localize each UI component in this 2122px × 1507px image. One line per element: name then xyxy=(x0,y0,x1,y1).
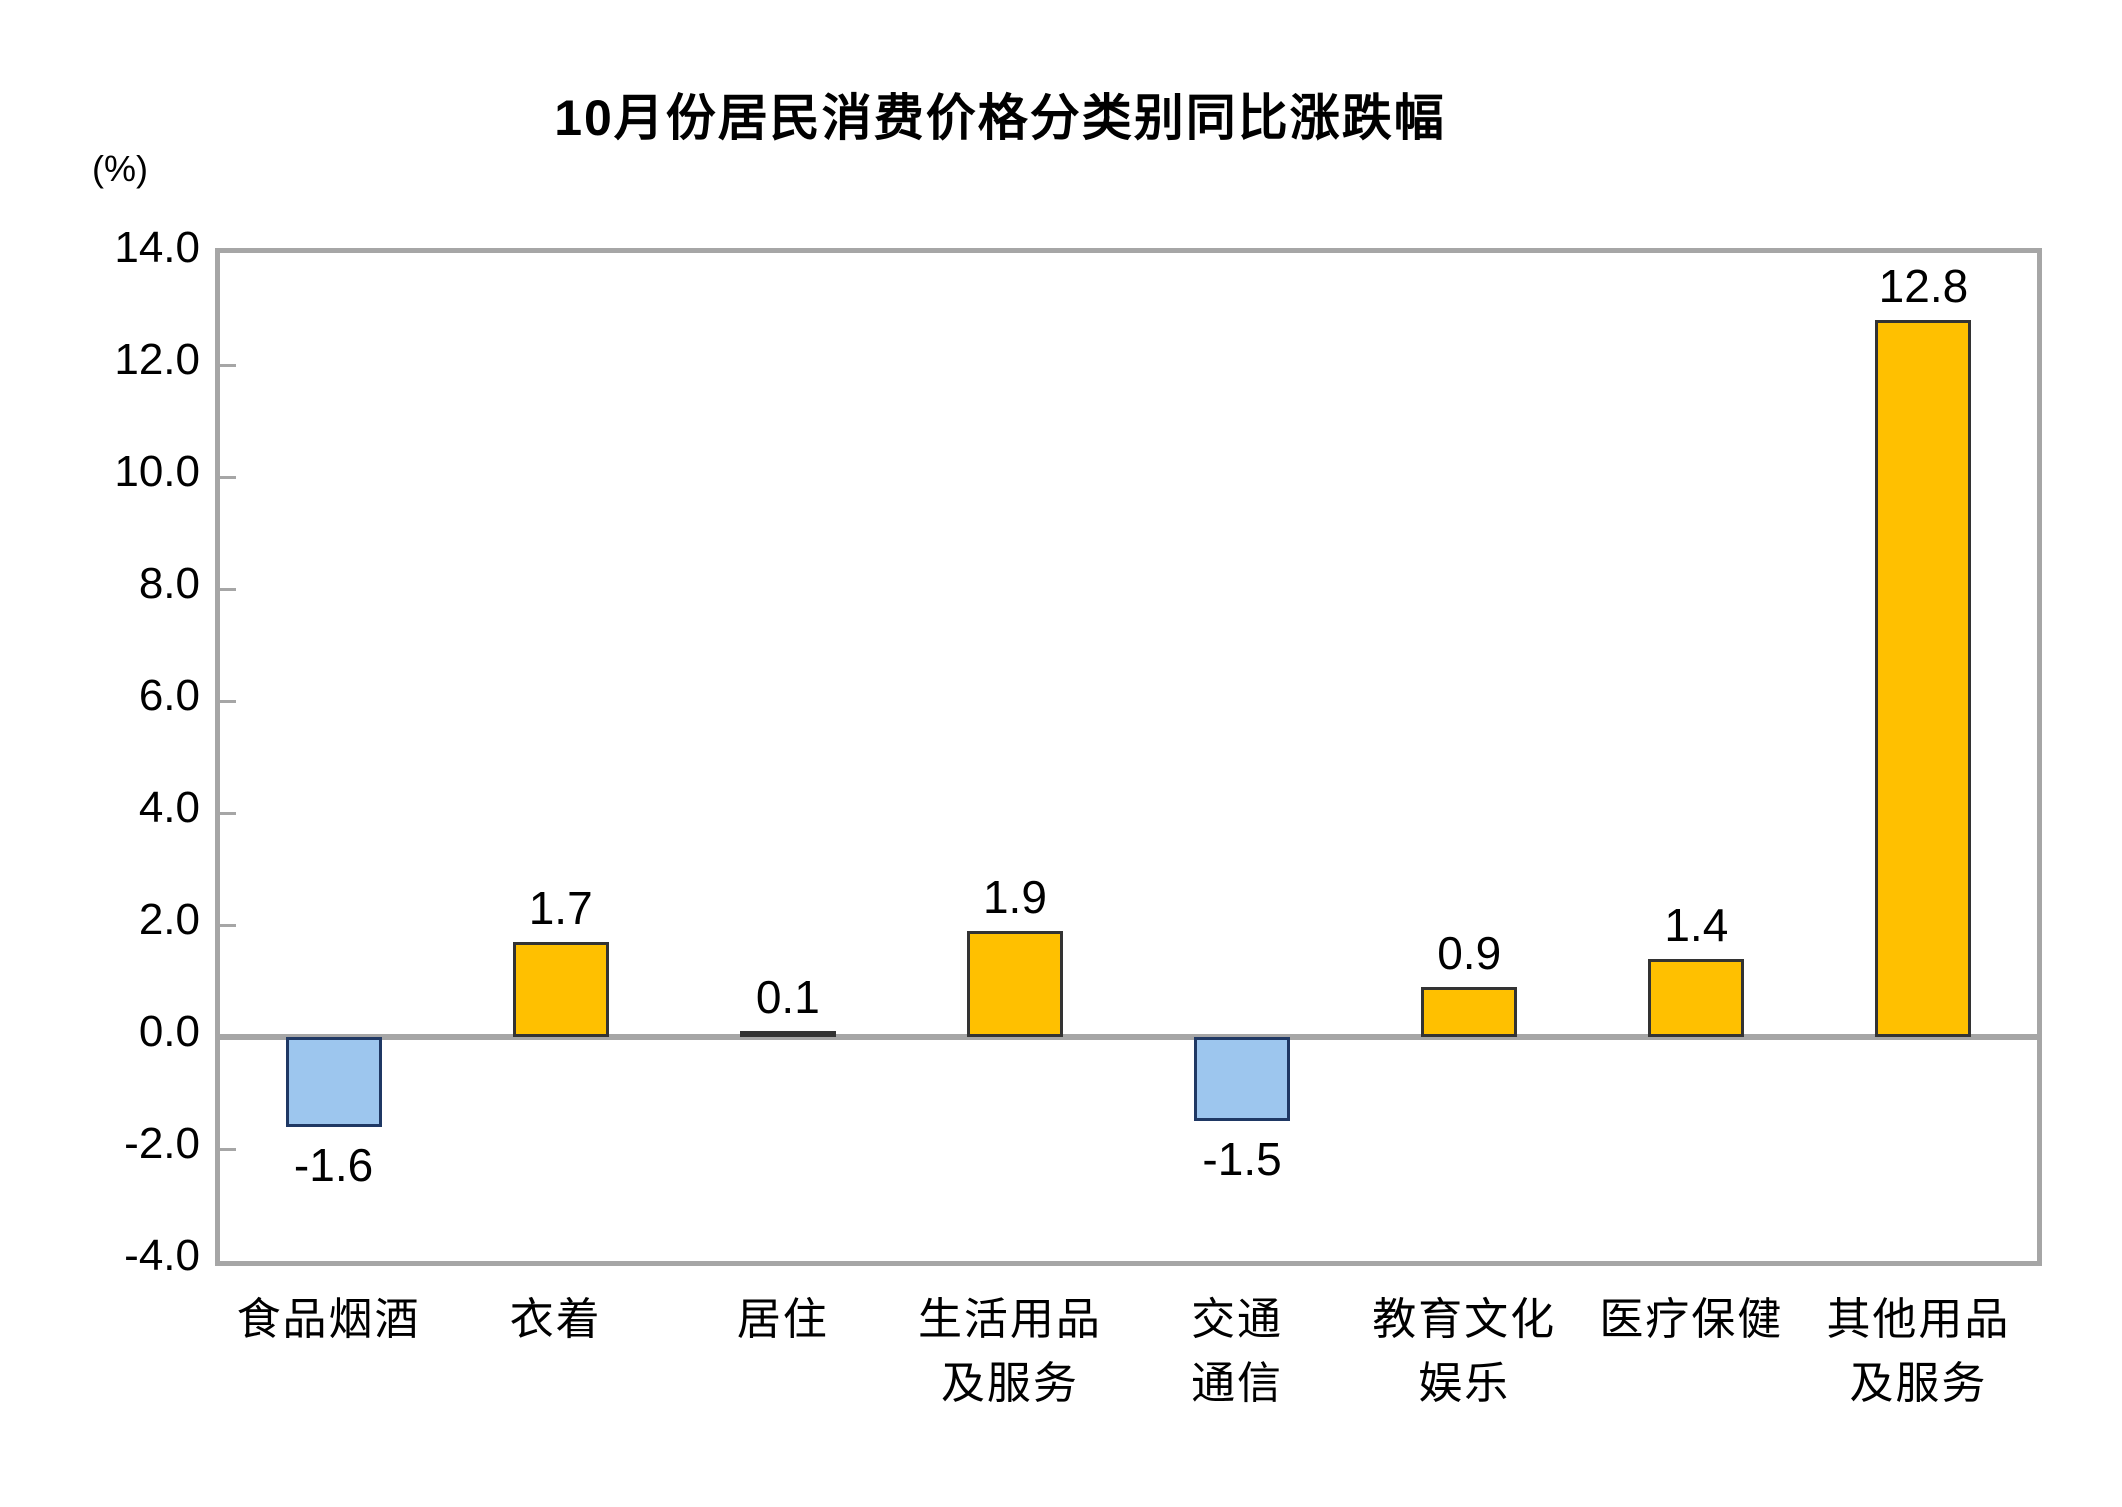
bar xyxy=(1421,986,1518,1037)
y-tick-label: 12.0 xyxy=(114,335,200,384)
bar xyxy=(512,941,609,1037)
x-tick-label: 食品烟酒 xyxy=(236,1295,421,1344)
y-tick-label: -2.0 xyxy=(124,1119,200,1168)
bar-value-label: -1.5 xyxy=(1202,1133,1282,1185)
y-tick-mark xyxy=(220,699,236,703)
bar-value-label: 1.4 xyxy=(1664,898,1729,951)
y-tick-label: -4.0 xyxy=(124,1231,200,1280)
bar-value-label: 12.8 xyxy=(1878,260,1969,313)
y-axis-unit-label: (%) xyxy=(92,148,148,189)
bar xyxy=(966,930,1063,1037)
bar xyxy=(1875,320,1972,1037)
bar xyxy=(1648,958,1745,1037)
bar xyxy=(739,1031,836,1038)
bar-value-label: -1.6 xyxy=(293,1138,374,1191)
y-tick-label: 2.0 xyxy=(138,895,200,944)
x-tick-label: 生活用品 及服务 xyxy=(917,1295,1102,1408)
y-tick-mark xyxy=(220,811,236,815)
zero-axis-line xyxy=(220,1034,2037,1040)
y-tick-label: 4.0 xyxy=(138,783,200,832)
bar-value-label: 1.9 xyxy=(982,870,1047,923)
y-tick-mark xyxy=(220,587,236,591)
y-tick-label: 6.0 xyxy=(138,671,200,720)
x-tick-label: 居住 xyxy=(736,1295,829,1344)
y-tick-mark xyxy=(220,923,236,927)
y-tick-label: 10.0 xyxy=(114,447,200,496)
x-tick-label: 教育文化 娱乐 xyxy=(1372,1295,1557,1408)
y-tick-label: 8.0 xyxy=(138,559,200,608)
bar xyxy=(285,1037,382,1127)
y-tick-mark xyxy=(220,363,236,367)
x-tick-label: 衣着 xyxy=(509,1295,602,1344)
x-tick-label: 医疗保健 xyxy=(1599,1295,1784,1344)
y-tick-mark xyxy=(220,475,236,479)
plot-area: -1.6 1.7 0.1 1.9 -1.5 0.9 1.4 12.8 xyxy=(215,248,2042,1266)
bar xyxy=(1194,1037,1291,1121)
bar-value-label: 0.1 xyxy=(755,971,820,1024)
y-tick-label: 0.0 xyxy=(138,1007,200,1056)
x-axis-labels: 食品烟酒 衣着 居住 生活用品 及服务 交通 通信 教育文化 娱乐 医疗保健 其他用品 及服务 xyxy=(215,1288,2032,1468)
chart-title: 10月份居民消费价格分类别同比涨跌幅 xyxy=(554,90,1446,146)
y-tick-mark xyxy=(220,1147,236,1151)
bar-value-label: 1.7 xyxy=(528,881,593,934)
y-tick-label: 14.0 xyxy=(114,223,200,272)
bar-value-label: 0.9 xyxy=(1437,926,1502,979)
x-tick-label: 其他用品 及服务 xyxy=(1826,1295,2011,1408)
x-tick-label: 交通 通信 xyxy=(1191,1295,1284,1408)
